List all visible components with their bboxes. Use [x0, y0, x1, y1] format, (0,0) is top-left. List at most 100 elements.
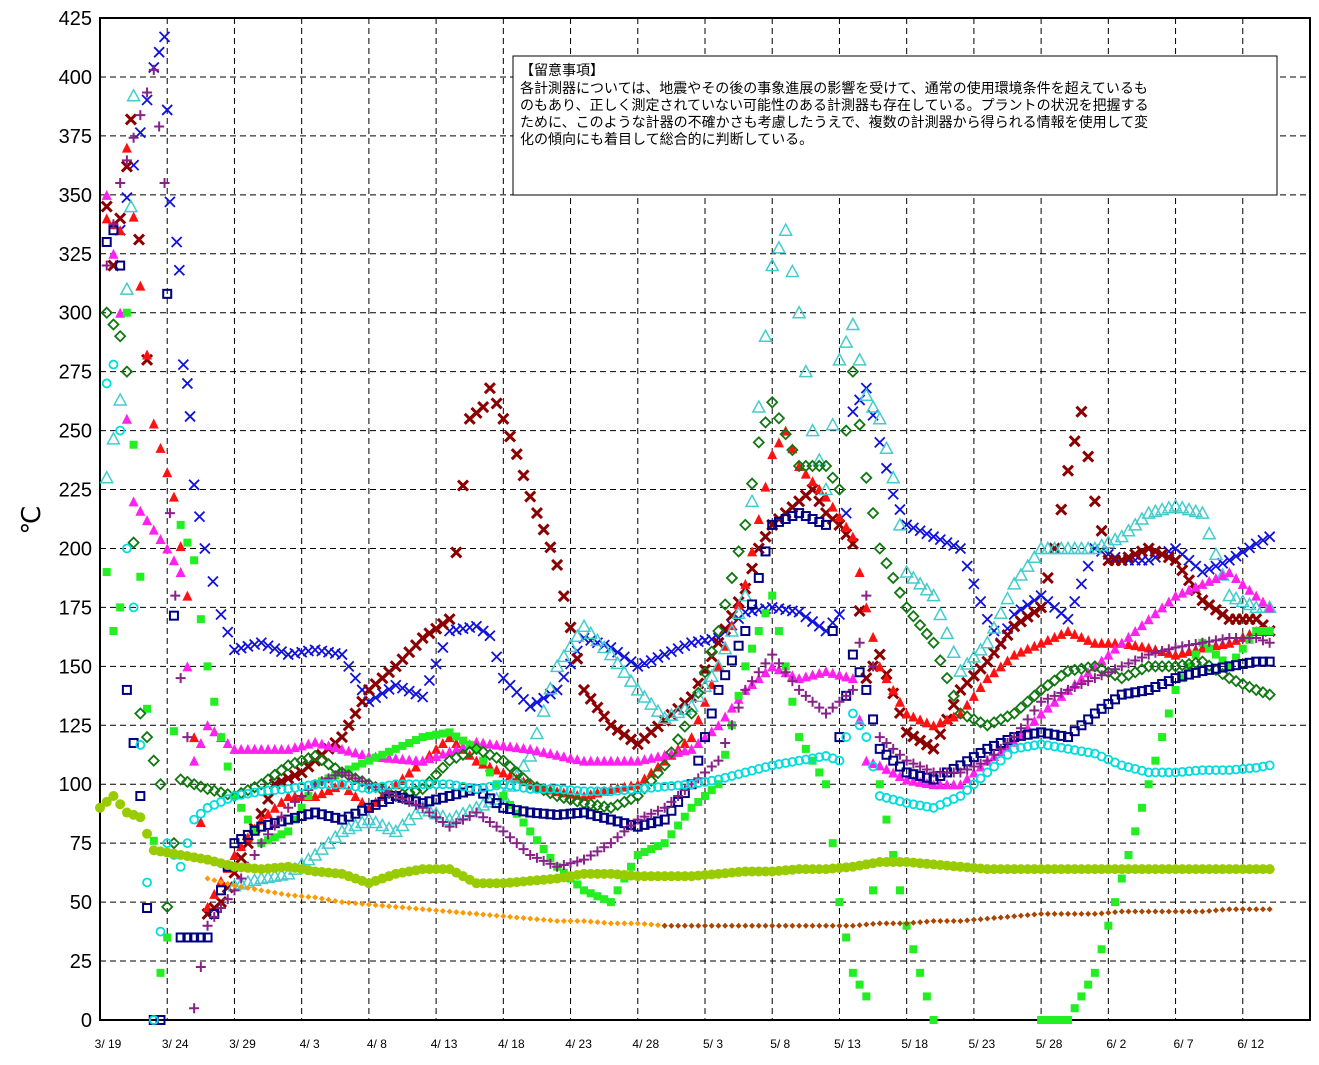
data-point: [1104, 921, 1113, 930]
data-point: [516, 758, 531, 772]
data-point: [1009, 649, 1020, 660]
data-point: [1042, 740, 1053, 751]
data-point: [941, 536, 953, 549]
data-point: [1049, 741, 1060, 752]
data-point: [805, 423, 820, 437]
data-point: [202, 932, 213, 943]
data-point: [1258, 761, 1268, 772]
data-point: [142, 349, 153, 360]
data-point: [552, 784, 563, 794]
data-point: [491, 821, 502, 832]
data-point: [621, 920, 628, 927]
data-point: [806, 615, 819, 628]
data-point: [1170, 673, 1181, 684]
data-point: [659, 802, 670, 813]
data-point: [760, 762, 771, 773]
data-point: [1110, 664, 1121, 675]
data-point: [1125, 908, 1132, 915]
data-point: [1049, 696, 1060, 707]
data-point: [1094, 537, 1109, 552]
data-point: [1083, 714, 1094, 725]
data-point: [1149, 545, 1162, 558]
data-point: [411, 779, 421, 790]
data-point: [1143, 642, 1154, 653]
data-point: [585, 809, 596, 820]
data-point: [195, 932, 206, 943]
data-point: [759, 530, 772, 543]
data-point: [1043, 1016, 1052, 1024]
data-point: [619, 826, 630, 837]
data-point: [720, 737, 731, 748]
data-point: [852, 352, 867, 366]
data-point: [800, 468, 811, 479]
data-point: [284, 827, 293, 836]
data-point: [498, 802, 509, 813]
data-point: [406, 905, 413, 912]
data-point: [444, 791, 455, 802]
data-point: [565, 808, 576, 819]
data-point: [768, 591, 777, 600]
data-point: [593, 892, 602, 901]
data-point: [760, 546, 771, 557]
data-point: [288, 769, 302, 782]
data-point: [950, 917, 957, 924]
data-point: [336, 648, 348, 661]
data-point: [634, 920, 641, 927]
data-point: [1217, 569, 1228, 580]
data-point: [836, 922, 843, 929]
data-point: [686, 743, 697, 754]
data-point: [189, 1003, 200, 1014]
data-point: [1237, 764, 1248, 774]
data-point: [571, 652, 584, 665]
data-point: [350, 791, 361, 802]
data-point: [1076, 679, 1087, 690]
data-point: [873, 542, 887, 555]
data-point: [1090, 968, 1099, 977]
data-point: [614, 920, 621, 927]
data-point: [724, 623, 740, 637]
data-point: [586, 889, 595, 898]
data-point: [637, 689, 652, 703]
data-point: [424, 796, 435, 807]
data-point: [154, 777, 167, 791]
data-point: [619, 785, 630, 796]
data-point: [740, 767, 751, 778]
data-point: [961, 560, 973, 572]
data-point: [968, 761, 979, 772]
data-point: [465, 740, 474, 749]
data-point: [623, 673, 639, 687]
data-point: [127, 536, 140, 549]
y-tick-label: 250: [59, 421, 92, 443]
data-point: [121, 142, 132, 153]
data-point: [802, 922, 809, 929]
data-point: [779, 427, 792, 441]
data-point: [1229, 674, 1243, 688]
data-point: [1042, 693, 1053, 704]
data-point: [1096, 637, 1107, 648]
data-point: [471, 736, 482, 747]
data-point: [1002, 655, 1013, 666]
data-point: [881, 673, 892, 684]
data-point: [376, 687, 388, 700]
data-point: [821, 519, 831, 530]
data-point: [626, 784, 636, 795]
data-point: [1188, 503, 1203, 518]
data-point: [715, 922, 722, 929]
data-point: [841, 671, 852, 682]
data-point: [1087, 540, 1103, 555]
data-point: [1217, 765, 1228, 775]
data-point: [934, 533, 946, 546]
data-point: [460, 909, 466, 916]
data-point: [995, 743, 1006, 754]
data-point: [211, 877, 218, 884]
data-point: [343, 780, 354, 791]
data-point: [868, 631, 879, 642]
data-point: [926, 588, 941, 602]
data-point: [471, 784, 482, 794]
data-point: [564, 793, 577, 806]
data-point: [397, 793, 408, 804]
data-point: [289, 791, 300, 802]
data-point: [1042, 728, 1053, 739]
data-point: [713, 774, 724, 785]
data-point: [1009, 732, 1020, 743]
